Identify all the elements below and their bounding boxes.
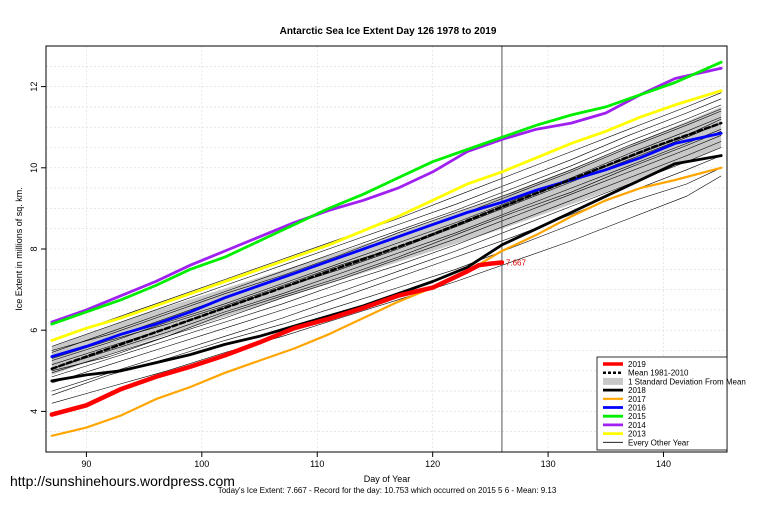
y-tick-label: 6 bbox=[29, 328, 39, 333]
other-year-line bbox=[51, 92, 722, 341]
legend-swatch bbox=[603, 377, 623, 385]
other-year-line bbox=[51, 128, 722, 370]
footer-summary: Today's Ice Extent: 7.667 - Record for t… bbox=[218, 486, 557, 495]
legend-label: 2015 bbox=[628, 412, 646, 421]
other-year-line bbox=[51, 108, 722, 351]
legend-label: 2017 bbox=[628, 395, 646, 404]
legend-label: Every Other Year bbox=[628, 438, 689, 447]
series-line-2016 bbox=[50, 131, 723, 359]
other-year-line bbox=[51, 141, 722, 378]
y-tick-label: 4 bbox=[29, 409, 39, 414]
axes: 90 100 110 120 130 140 4 6 8 10 12 bbox=[29, 82, 671, 469]
x-tick-label: 110 bbox=[310, 459, 324, 469]
legend-label: 1 Standard Deviation From Mean bbox=[628, 377, 746, 386]
y-axis-label: Ice Extent in millions of sq. km. bbox=[14, 187, 24, 311]
x-tick-label: 100 bbox=[194, 459, 209, 469]
plot-area: 7.667 bbox=[46, 46, 727, 452]
series-line-2014 bbox=[50, 66, 723, 324]
other-year-line bbox=[51, 175, 722, 404]
other-year-line bbox=[51, 116, 722, 361]
series-line-2013 bbox=[50, 89, 723, 342]
plot-content bbox=[46, 46, 727, 452]
x-tick-label: 120 bbox=[425, 459, 440, 469]
y-tick-label: 8 bbox=[29, 246, 39, 251]
x-tick-label: 130 bbox=[541, 459, 556, 469]
y-tick-label: 10 bbox=[29, 163, 39, 173]
x-tick-label: 140 bbox=[656, 459, 671, 469]
legend-label: 2019 bbox=[628, 360, 646, 369]
chart-title: Antarctic Sea Ice Extent Day 126 1978 to… bbox=[280, 26, 497, 37]
legend-label: 2013 bbox=[628, 430, 646, 439]
series-line-mean-1981-2010 bbox=[50, 121, 723, 371]
other-year-line bbox=[51, 98, 722, 347]
series-line-2019 bbox=[49, 260, 505, 417]
other-year-line bbox=[51, 131, 722, 372]
source-url: http://sunshinehours.wordpress.com bbox=[10, 473, 235, 489]
legend-label: 2018 bbox=[628, 386, 646, 395]
series-line-2015 bbox=[50, 60, 723, 326]
series-line-2017 bbox=[50, 166, 723, 437]
x-tick-label: 90 bbox=[81, 459, 91, 469]
x-axis-label: Day of Year bbox=[364, 474, 411, 484]
legend-label: 2014 bbox=[628, 421, 646, 430]
end-value-label: 7.667 bbox=[506, 259, 527, 268]
other-year-line bbox=[51, 104, 722, 353]
y-tick-label: 12 bbox=[29, 82, 39, 92]
legend-label: 2016 bbox=[628, 404, 646, 413]
legend-label: Mean 1981-2010 bbox=[628, 369, 689, 378]
